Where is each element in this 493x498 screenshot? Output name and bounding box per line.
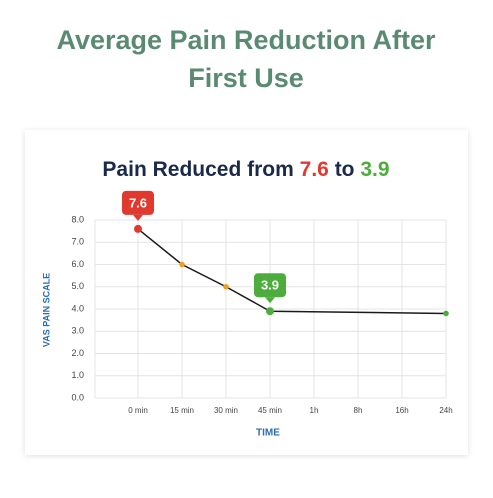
data-point [223,283,229,290]
value-badge [122,190,154,215]
x-tick-label: 24h [439,406,452,415]
x-tick-label: 15 min [170,406,194,415]
chart-title: Pain Reduced from 7.6 to 3.9 [102,158,389,181]
data-point [266,307,274,316]
value-badge-pointer [265,297,275,304]
y-tick-label: 7.0 [71,237,84,247]
data-point [134,224,142,233]
x-tick-label: 16h [395,406,408,415]
y-tick-label: 4.0 [71,303,84,313]
title-text: Pain Reduced from [102,158,293,181]
y-tick-label: 6.0 [71,259,84,269]
x-tick-label: 8h [354,406,363,415]
chart-card [25,130,468,455]
x-axis-label: TIME [256,428,280,439]
data-point [179,261,185,268]
y-axis-label: VAS PAIN SCALE [41,273,51,347]
value-label: 3.9 [261,278,279,293]
x-tick-label: 0 min [128,406,148,415]
y-tick-label: 2.0 [71,348,84,358]
x-tick-label: 45 min [258,406,282,415]
title-start: 7.6 [300,158,329,181]
page-heading: Average Pain Reduction After [56,25,436,55]
y-tick-label: 8.0 [71,214,84,224]
y-tick-label: 3.0 [71,326,84,336]
y-tick-label: 5.0 [71,281,84,291]
y-tick-label: 0.0 [71,392,84,402]
value-label: 7.6 [129,195,147,210]
value-badge-pointer [133,214,143,221]
plot: 0.0 1.0 2.0 3.0 4.0 5.0 6.0 7.0 8.0 0 min 15 min 30… [71,190,453,415]
title-text: to [335,158,355,181]
page-heading: First Use [188,63,304,93]
y-tick-label: 1.0 [71,370,84,380]
data-point [443,310,449,317]
title-end: 3.9 [360,158,389,181]
x-tick-label: 30 min [214,406,238,415]
value-badge [254,273,286,298]
x-tick-label: 1h [310,406,319,415]
